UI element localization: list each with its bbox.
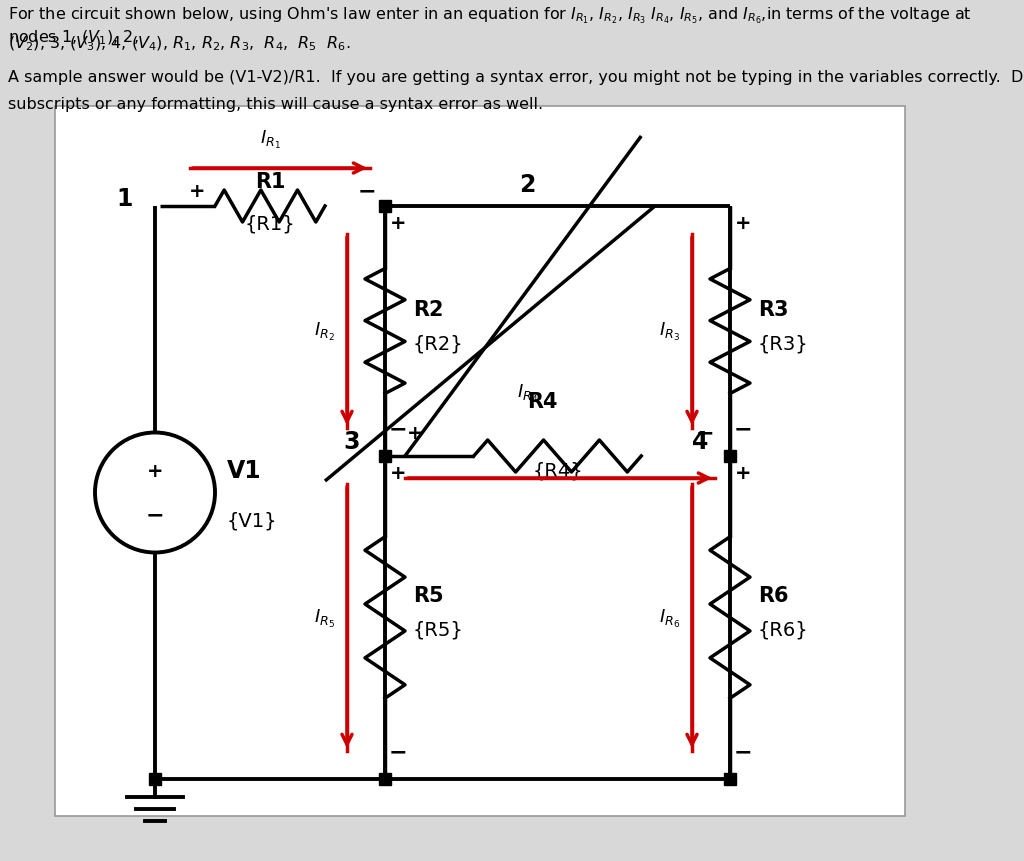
- Text: +: +: [146, 461, 163, 480]
- Text: −: −: [357, 181, 376, 201]
- Text: $I_{R_5}$: $I_{R_5}$: [314, 607, 335, 629]
- Text: {R3}: {R3}: [758, 334, 809, 353]
- Text: {R2}: {R2}: [413, 334, 464, 353]
- Text: V1: V1: [227, 459, 261, 483]
- Text: R5: R5: [413, 585, 443, 606]
- Text: $I_{R_3}$: $I_{R_3}$: [659, 320, 680, 343]
- Text: −: −: [695, 423, 715, 443]
- Text: $I_{R_4}$: $I_{R_4}$: [517, 382, 538, 405]
- Text: R6: R6: [758, 585, 788, 606]
- Text: 2: 2: [519, 173, 536, 197]
- Text: R2: R2: [413, 300, 443, 319]
- Text: $I_{R_2}$: $I_{R_2}$: [314, 320, 335, 343]
- Text: For the circuit shown below, using Ohm's law enter in an equation for $I_{R_1}$,: For the circuit shown below, using Ohm's…: [8, 5, 972, 46]
- Circle shape: [95, 433, 215, 553]
- Text: −: −: [733, 741, 753, 761]
- Text: −: −: [145, 505, 164, 525]
- Text: −: −: [733, 418, 753, 438]
- Text: subscripts or any formatting, this will cause a syntax error as well.: subscripts or any formatting, this will …: [8, 97, 543, 112]
- Text: {R4}: {R4}: [532, 461, 583, 480]
- Text: R4: R4: [527, 392, 558, 412]
- Text: +: +: [390, 463, 407, 482]
- Text: 3: 3: [343, 430, 360, 454]
- Text: +: +: [735, 463, 752, 482]
- Text: −: −: [389, 741, 408, 761]
- Text: +: +: [735, 214, 752, 232]
- Text: R3: R3: [758, 300, 788, 319]
- Text: +: +: [407, 424, 423, 443]
- Text: −: −: [389, 418, 408, 438]
- Text: A sample answer would be (V1-V2)/R1.  If you are getting a syntax error, you mig: A sample answer would be (V1-V2)/R1. If …: [8, 70, 1024, 85]
- Text: {V1}: {V1}: [227, 511, 278, 530]
- Text: $(V_2)$, 3, $(V_3)$, 4, $(V_4)$, $R_1$, $R_2$, $R_3$,  $R_4$,  $R_5$  $R_6$.: $(V_2)$, 3, $(V_3)$, 4, $(V_4)$, $R_1$, …: [8, 35, 351, 53]
- Text: R1: R1: [255, 172, 286, 192]
- FancyBboxPatch shape: [55, 107, 905, 816]
- Text: $I_{R_1}$: $I_{R_1}$: [260, 129, 281, 151]
- Text: +: +: [188, 182, 205, 201]
- Text: $I_{R_6}$: $I_{R_6}$: [658, 607, 680, 629]
- Text: {R6}: {R6}: [758, 620, 809, 639]
- Text: 1: 1: [117, 187, 133, 211]
- Text: {R5}: {R5}: [413, 620, 464, 639]
- Text: {R1}: {R1}: [245, 214, 295, 233]
- Text: 4: 4: [691, 430, 708, 454]
- Text: +: +: [390, 214, 407, 232]
